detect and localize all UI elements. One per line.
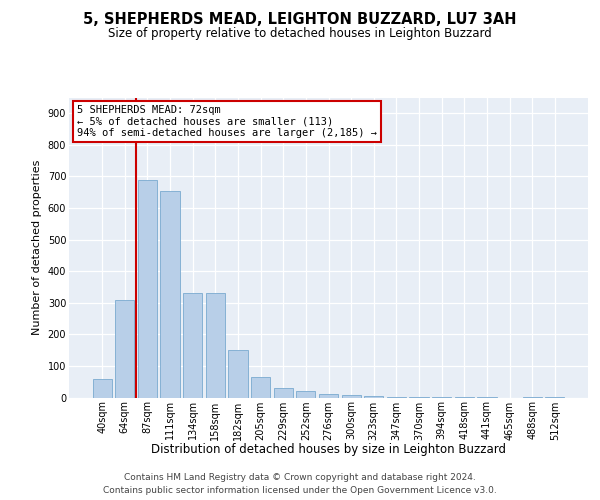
Bar [341, 395, 361, 398]
Text: Distribution of detached houses by size in Leighton Buzzard: Distribution of detached houses by size … [151, 442, 506, 456]
Text: Size of property relative to detached houses in Leighton Buzzard: Size of property relative to detached ho… [108, 28, 492, 40]
Bar [274, 388, 293, 398]
Text: Contains HM Land Registry data © Crown copyright and database right 2024.: Contains HM Land Registry data © Crown c… [124, 472, 476, 482]
Bar [523, 397, 542, 398]
Bar [387, 396, 406, 398]
Text: Contains public sector information licensed under the Open Government Licence v3: Contains public sector information licen… [103, 486, 497, 495]
Bar [477, 397, 497, 398]
Bar [229, 350, 248, 398]
Bar [92, 378, 112, 398]
Bar [296, 391, 316, 398]
Bar [160, 190, 180, 398]
Bar [138, 180, 157, 398]
Bar [319, 394, 338, 398]
Y-axis label: Number of detached properties: Number of detached properties [32, 160, 42, 335]
Text: 5, SHEPHERDS MEAD, LEIGHTON BUZZARD, LU7 3AH: 5, SHEPHERDS MEAD, LEIGHTON BUZZARD, LU7… [83, 12, 517, 28]
Bar [432, 397, 451, 398]
Bar [115, 300, 134, 398]
Bar [364, 396, 383, 398]
Bar [183, 294, 202, 398]
Bar [206, 294, 225, 398]
Bar [409, 396, 428, 398]
Text: 5 SHEPHERDS MEAD: 72sqm
← 5% of detached houses are smaller (113)
94% of semi-de: 5 SHEPHERDS MEAD: 72sqm ← 5% of detached… [77, 105, 377, 138]
Bar [251, 377, 270, 398]
